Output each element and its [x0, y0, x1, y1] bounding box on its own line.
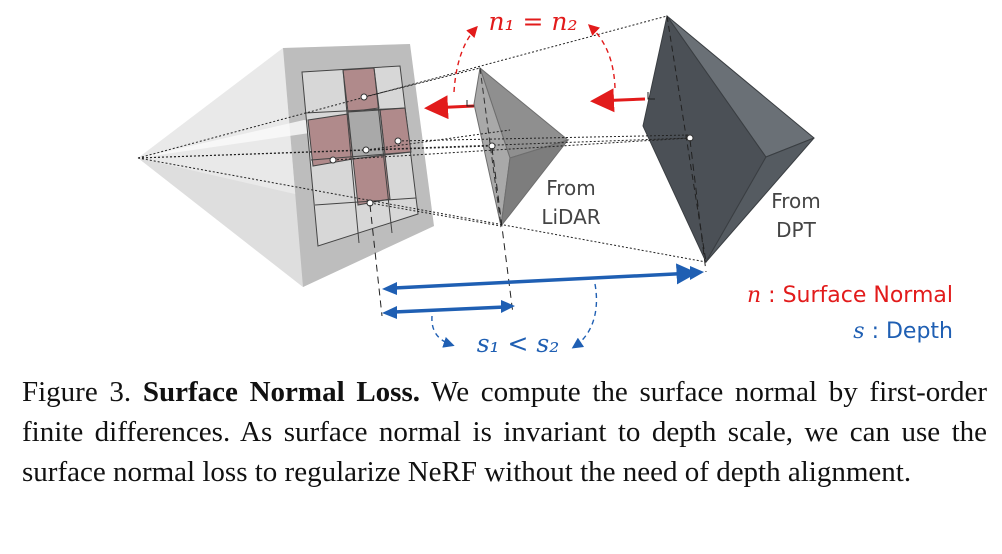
legend-normal-text: : Surface Normal: [761, 283, 953, 308]
dpt-surface-pyramid: [642, 14, 815, 264]
pixel-grid: [301, 65, 419, 247]
lidar-surface-pyramid: [473, 66, 570, 228]
projection-rays: [137, 15, 707, 263]
surface-normal-loss-figure: n₁ = n₂ s₁ < s₂ From LiDAR From DPT n : …: [137, 7, 953, 358]
lidar-label-from: From: [546, 176, 596, 200]
legend: n : Surface Normal s : Depth: [747, 283, 953, 344]
caption-figure-number: Figure 3.: [22, 376, 143, 408]
caption-title: Surface Normal Loss.: [142, 376, 420, 408]
dpt-label-from: From: [771, 189, 821, 213]
sample-points: [329, 93, 694, 207]
svg-text:s : Depth: s : Depth: [853, 319, 953, 344]
dpt-label-name: DPT: [776, 218, 816, 242]
depth-guides: [369, 139, 707, 317]
legend-depth-symbol: s: [853, 319, 864, 344]
caption-body: We compute the surface normal by first-o…: [22, 376, 987, 488]
lidar-label-name: LiDAR: [541, 205, 600, 229]
depth-inequality: s₁ < s₂: [477, 329, 560, 358]
normal-equation: n₁ = n₂: [488, 7, 577, 36]
legend-normal-symbol: n: [747, 283, 761, 308]
svg-text:n : Surface Normal: n : Surface Normal: [747, 283, 953, 308]
legend-depth-text: : Depth: [865, 319, 953, 344]
normal-arrows: n₁ = n₂: [424, 7, 655, 120]
figure-caption: Figure 3. Surface Normal Loss. We comput…: [22, 372, 987, 492]
depth-arrows: s₁ < s₂: [382, 263, 704, 358]
